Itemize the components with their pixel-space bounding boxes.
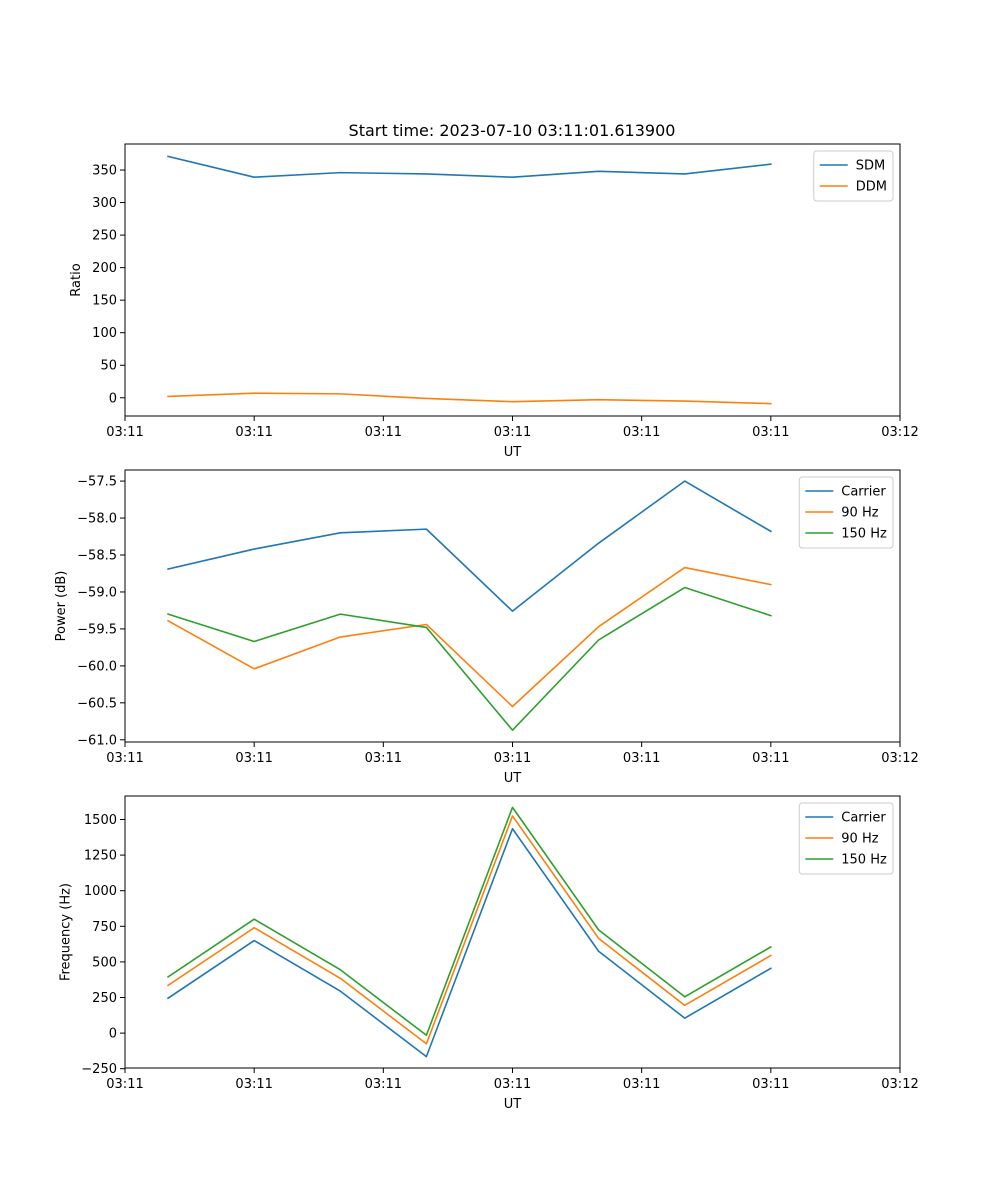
legend-label: SDM — [856, 159, 885, 174]
x-axis-label: UT — [504, 771, 522, 786]
legend-label: 90 Hz — [841, 832, 878, 847]
y-tick-label: 1000 — [84, 884, 117, 899]
x-tick-label: 03:12 — [881, 425, 918, 440]
y-tick-label: −61.0 — [77, 733, 117, 748]
y-tick-label: 0 — [109, 1027, 117, 1042]
y-tick-label: 1250 — [84, 849, 117, 864]
x-tick-label: 03:11 — [365, 425, 402, 440]
x-tick-label: 03:11 — [365, 1077, 402, 1092]
x-tick-label: 03:11 — [494, 1077, 531, 1092]
y-tick-label: −57.5 — [77, 475, 117, 490]
legend-frame — [798, 802, 894, 875]
x-axis-label: UT — [504, 445, 522, 460]
y-tick-label: −59.0 — [77, 585, 117, 600]
legend-frame — [813, 150, 894, 202]
series-line-150-hz — [167, 586, 772, 731]
x-tick-label: 03:11 — [623, 425, 660, 440]
legend: Carrier 90 Hz 150 Hz — [798, 476, 894, 549]
series-line-sdm — [167, 155, 772, 178]
x-tick-label: 03:12 — [881, 1077, 918, 1092]
x-tick-label: 03:11 — [235, 425, 272, 440]
x-tick-label: 03:11 — [235, 751, 272, 766]
x-tick-label: 03:11 — [494, 425, 531, 440]
x-tick-label: 03:11 — [752, 425, 789, 440]
y-tick-label: 300 — [92, 196, 117, 211]
y-tick-label: 250 — [92, 229, 117, 244]
y-tick-label: −60.5 — [77, 696, 117, 711]
y-tick-label: 500 — [92, 955, 117, 970]
legend-label: 150 Hz — [841, 853, 887, 868]
series-line-150-hz — [166, 806, 772, 1037]
y-tick-label: 0 — [109, 391, 117, 406]
x-tick-label: 03:11 — [494, 751, 531, 766]
y-tick-label: −58.0 — [77, 512, 117, 527]
x-tick-label: 03:11 — [106, 1077, 143, 1092]
y-tick-label: −60.0 — [77, 659, 117, 674]
legend-label: Carrier — [841, 485, 886, 500]
panel-3: 03:11 03:11 03:11 03:11 03:11 03:11 03:12 −250 0… — [58, 795, 919, 1112]
x-tick-label: 03:11 — [752, 1077, 789, 1092]
y-tick-label: 350 — [92, 164, 117, 179]
series-line-90-hz — [166, 815, 772, 1045]
y-axis-label: Power (dB) — [54, 571, 69, 642]
legend: Carrier 90 Hz 150 Hz — [798, 802, 894, 875]
x-tick-label: 03:11 — [106, 751, 143, 766]
y-tick-label: 150 — [92, 294, 117, 309]
series-line-ddm — [167, 392, 772, 405]
x-axis-label: UT — [504, 1097, 522, 1112]
y-tick-label: 250 — [92, 991, 117, 1006]
legend-frame — [798, 476, 894, 549]
y-tick-label: 750 — [92, 920, 117, 935]
x-tick-label: 03:11 — [235, 1077, 272, 1092]
y-axis-label: Frequency (Hz) — [58, 883, 73, 981]
y-tick-label: −250 — [81, 1062, 117, 1077]
legend-label: 150 Hz — [841, 527, 887, 542]
legend-label: DDM — [856, 180, 887, 195]
y-tick-label: −58.5 — [77, 549, 117, 564]
legend: SDM DDM — [813, 150, 894, 202]
axes-frame — [124, 469, 901, 743]
panel-2: 03:11 03:11 03:11 03:11 03:11 03:11 03:12 −61.0… — [54, 469, 919, 786]
series-line-carrier — [167, 480, 772, 612]
y-axis-label: Ratio — [69, 263, 84, 296]
x-tick-label: 03:11 — [365, 751, 402, 766]
x-tick-label: 03:11 — [752, 751, 789, 766]
axes-frame — [124, 143, 901, 417]
figure-title: Start time: 2023-07-10 03:11:01.613900 — [349, 121, 676, 140]
panels: 03:11 03:11 03:11 03:11 03:11 03:11 03:12 0 50 10… — [54, 143, 919, 1112]
y-tick-label: 1500 — [84, 813, 117, 828]
series-line-90-hz — [166, 566, 772, 708]
y-tick-label: 200 — [92, 261, 117, 276]
legend-label: 90 Hz — [841, 506, 878, 521]
x-tick-label: 03:11 — [623, 1077, 660, 1092]
y-tick-label: 50 — [100, 359, 117, 374]
panel-1: 03:11 03:11 03:11 03:11 03:11 03:11 03:12 0 50 10… — [69, 143, 919, 460]
series-line-carrier — [166, 827, 772, 1058]
x-tick-label: 03:11 — [106, 425, 143, 440]
legend-label: Carrier — [841, 811, 886, 826]
x-tick-label: 03:12 — [881, 751, 918, 766]
axes-frame — [124, 795, 901, 1069]
y-tick-label: −59.5 — [77, 622, 117, 637]
y-tick-label: 100 — [92, 326, 117, 341]
x-tick-label: 03:11 — [623, 751, 660, 766]
